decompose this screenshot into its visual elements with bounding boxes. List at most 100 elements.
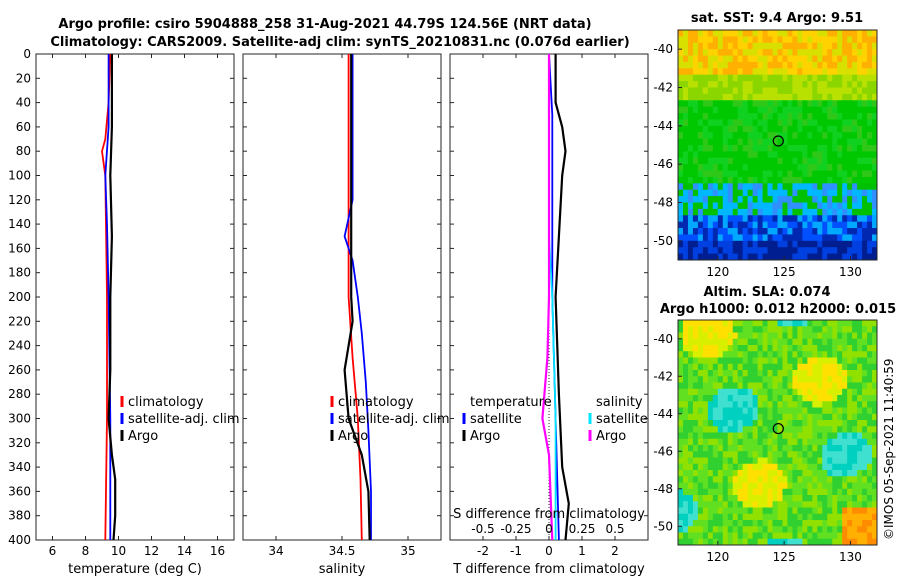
map-cell: [867, 119, 873, 127]
map-cell: [742, 49, 749, 56]
map-cell: [787, 132, 793, 140]
map-cell: [767, 61, 773, 69]
map-cell: [722, 376, 729, 383]
map-cell: [787, 495, 793, 502]
map-cell: [727, 61, 734, 69]
map-cell: [827, 382, 833, 390]
map-cell: [678, 138, 684, 146]
map-cell: [857, 432, 863, 440]
map-cell: [862, 176, 868, 184]
map-cell: [857, 370, 863, 377]
map-cell: [732, 228, 739, 235]
map-cell: [692, 176, 699, 184]
map-cell: [812, 401, 818, 408]
map-cell: [762, 476, 768, 483]
map-cell: [678, 482, 684, 490]
map-cell: [777, 113, 783, 120]
map-cell: [702, 470, 709, 477]
diff-salinity-legend-label: Argo: [596, 429, 626, 444]
map-cell: [678, 332, 684, 340]
map-cell: [822, 164, 828, 171]
map-cell: [872, 338, 878, 346]
map-cell: [737, 363, 744, 371]
map-cell: [742, 526, 749, 533]
map-cell: [772, 401, 778, 408]
map-cell: [837, 138, 843, 146]
map-cell: [712, 363, 719, 371]
map-cell: [842, 170, 848, 178]
map-cell: [842, 351, 848, 358]
map-cell: [857, 438, 863, 446]
map-cell: [767, 488, 773, 496]
map-cell: [782, 49, 788, 56]
map-cell: [717, 49, 724, 56]
map-cell: [787, 100, 793, 108]
map-cell: [802, 138, 808, 146]
map-cell: [737, 332, 744, 340]
map-cell: [742, 395, 749, 402]
map-cell: [807, 55, 813, 63]
map-cell: [702, 119, 709, 127]
map-cell: [692, 488, 699, 496]
map-cell: [777, 445, 783, 452]
map-cell: [812, 338, 818, 346]
map-cell: [837, 363, 843, 371]
map-cell: [802, 420, 808, 427]
map-cell: [722, 451, 729, 458]
map-cell: [827, 183, 833, 191]
map-cell: [822, 100, 828, 108]
map-cell: [812, 526, 818, 533]
map-cell: [687, 49, 694, 56]
map-cell: [752, 119, 759, 127]
map-cell: [727, 42, 734, 50]
map-cell: [807, 370, 813, 377]
map-cell: [772, 145, 778, 152]
map-cell: [857, 320, 863, 327]
map-cell: [807, 513, 813, 521]
map-cell: [772, 208, 778, 216]
map-cell: [682, 413, 689, 421]
x-tick-label: 34.5: [329, 544, 356, 558]
map-cell: [862, 145, 868, 152]
map-cell: [757, 145, 763, 152]
map-cell: [797, 476, 803, 483]
map-cell: [807, 215, 813, 223]
map-cell: [847, 507, 853, 515]
map-cell: [772, 157, 778, 165]
map-cell: [777, 507, 783, 515]
map-cell: [702, 507, 709, 515]
map-cell: [757, 538, 763, 546]
map-cell: [722, 196, 729, 203]
map-cell: [787, 81, 793, 88]
map-cell: [707, 370, 714, 377]
map-cell: [747, 501, 754, 508]
map-cell: [727, 345, 734, 352]
s-diff-tick-label: -0.5: [471, 522, 494, 536]
map-cell: [852, 407, 858, 415]
map-cell: [717, 345, 724, 352]
map-cell: [737, 326, 744, 333]
map-cell: [807, 532, 813, 540]
map-cell: [862, 351, 868, 358]
map-cell: [812, 113, 818, 120]
map-cell: [837, 113, 843, 120]
map-cell: [678, 507, 684, 515]
map-cell: [782, 401, 788, 408]
map-cell: [742, 488, 749, 496]
map-cell: [852, 68, 858, 76]
map-cell: [727, 170, 734, 178]
map-cell: [777, 87, 783, 95]
map-cell: [772, 445, 778, 452]
map-cell: [707, 196, 714, 203]
map-cell: [832, 376, 838, 383]
map-cell: [697, 320, 704, 327]
map-cell: [702, 189, 709, 197]
map-cell: [832, 470, 838, 477]
map-cell: [792, 438, 798, 446]
map-cell: [862, 445, 868, 452]
map-cell: [772, 482, 778, 490]
map-cell: [807, 145, 813, 152]
map-cell: [842, 326, 848, 333]
map-cell: [842, 119, 848, 127]
map-cell: [792, 370, 798, 377]
